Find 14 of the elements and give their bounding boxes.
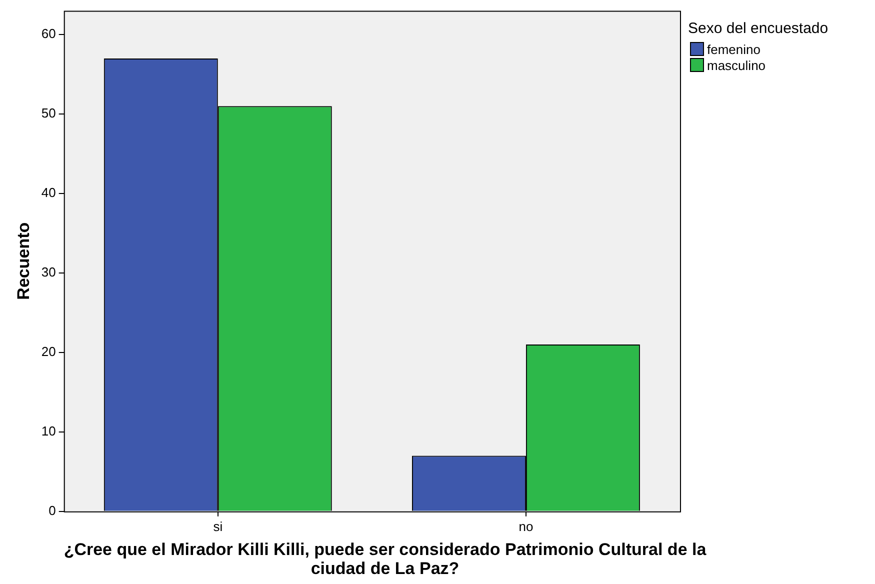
y-tick-label: 30 (41, 264, 56, 280)
legend-label: masculino (707, 58, 766, 72)
legend-title: Sexo del encuestado (688, 20, 828, 37)
y-axis-title: Recuento (14, 222, 33, 300)
y-tick-label: 60 (41, 26, 56, 42)
x-tick-label: si (213, 518, 223, 534)
y-tick-label: 20 (41, 344, 56, 360)
x-tick-label: no (518, 518, 534, 534)
y-tick-label: 10 (41, 424, 56, 439)
x-axis-title: ¿Cree que el Mirador Killi Killi, puede ser considerado Patrimonio Cultural de la ciudad de La Paz? (62, 540, 708, 578)
y-tick-label: 0 (48, 502, 56, 518)
y-tick-label: 50 (41, 106, 56, 121)
y-tick-label: 40 (41, 185, 56, 200)
legend-label: femenino (707, 42, 760, 56)
